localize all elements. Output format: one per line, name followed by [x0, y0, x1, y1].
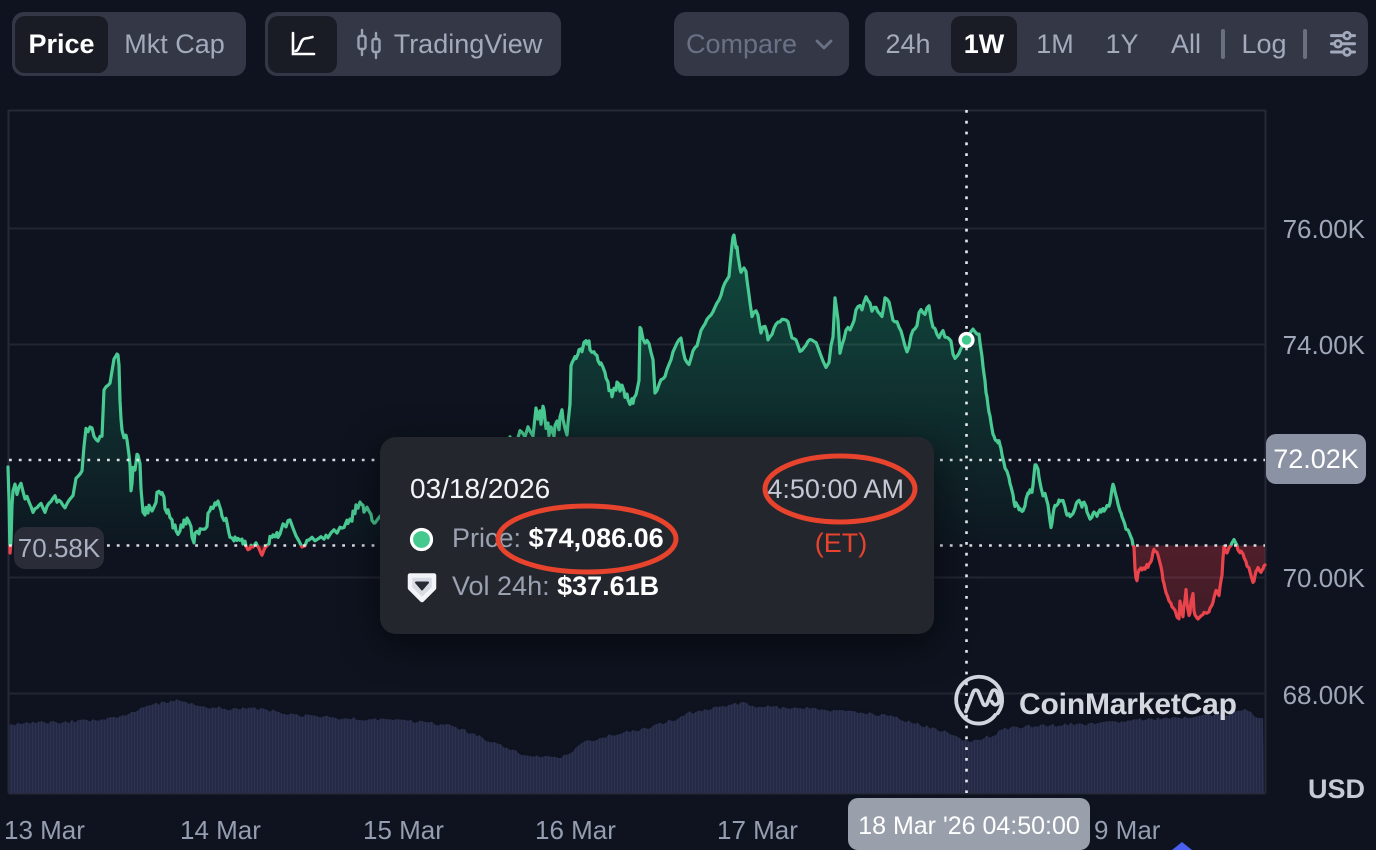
svg-text:CoinMarketCap: CoinMarketCap — [1019, 688, 1237, 721]
